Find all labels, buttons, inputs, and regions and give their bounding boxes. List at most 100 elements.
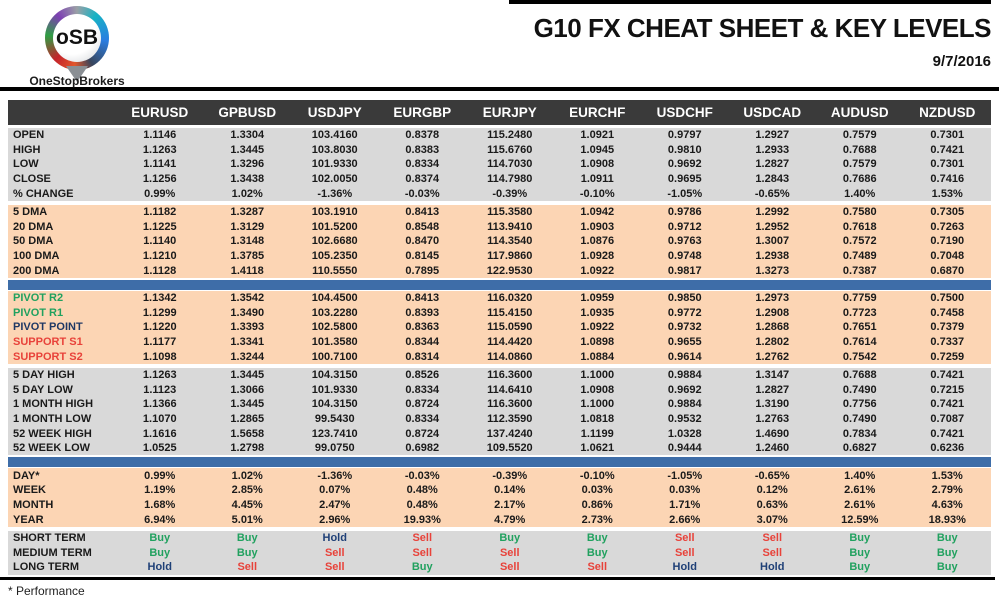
value-cell: 2.61% [844,484,876,497]
value-cell: 0.8378 [405,129,440,142]
value-cell: -0.65% [754,469,790,482]
value-cell: 103.8030 [311,143,358,156]
table-row: SUPPORT S2 1.1098 1.3244 100.7100 0.8314 114.… [8,349,991,364]
value-cell: 0.7421 [930,398,965,411]
table-row: 52 WEEK LOW 1.0525 1.2798 99.0750 0.6982 109.… [8,441,991,456]
value-cell: 1.1140 [143,235,177,248]
section-ranges: 5 DAY HIGH 1.1263 1.3445 104.3150 0.8526 116.… [8,367,991,456]
signal-cell: Sell [412,532,433,545]
value-cell: 0.7489 [842,250,877,263]
value-cell: 1.0928 [580,250,615,263]
value-cell: 117.9860 [487,250,533,263]
value-cell: 1.2843 [755,173,790,186]
value-cell: 1.1225 [142,220,177,233]
value-cell: 0.7190 [930,235,965,248]
value-cell: 1.2798 [230,442,265,455]
value-cell: 1.1000 [580,369,615,382]
table-row: 20 DMA 1.1225 1.3129 101.5200 0.8548 113.9410… [8,220,991,235]
section-performance: DAY* 0.99% 1.02% -1.36% -0.03% -0.39% -0.10% -1… [8,468,991,527]
signal-cell: Buy [149,546,171,559]
value-cell: 2.61% [844,498,876,511]
value-cell: 1.2973 [755,292,790,305]
value-cell: 1.3273 [755,264,790,277]
signal-cell: Sell [762,532,783,545]
value-cell: 1.3147 [755,369,790,382]
value-cell: 114.0860 [487,350,533,363]
signal-cell: Sell [237,561,258,574]
value-cell: 0.9695 [667,173,702,186]
table-row: 5 DMA 1.1182 1.3287 103.1910 0.8413 115.3580 1… [8,205,991,220]
header-gap [8,125,991,128]
value-cell: 0.9763 [667,235,702,248]
value-cell: 104.3150 [311,369,358,382]
value-cell: -1.05% [667,187,703,200]
section-gap [8,526,991,531]
value-cell: 0.7688 [842,369,877,382]
column-header-audusd: AUDUSD [830,105,889,120]
column-header-nzdusd: NZDUSD [919,105,976,120]
value-cell: 2.79% [931,484,963,497]
table-row: 5 DAY LOW 1.1123 1.3066 101.9330 0.8334 114.6… [8,383,991,398]
value-cell: 114.6410 [487,383,533,396]
value-cell: -1.36% [317,469,353,482]
value-cell: 0.9712 [667,220,702,233]
value-cell: 0.8548 [405,220,440,233]
row-label: DAY* [13,469,40,482]
value-cell: 1.2927 [755,129,790,142]
column-header-usdcad: USDCAD [743,105,802,120]
value-cell: 1.2802 [755,336,790,349]
value-cell: 0.9655 [667,336,702,349]
value-cell: 1.3129 [230,220,265,233]
row-label: 5 DAY HIGH [13,369,75,382]
column-header-eurgbp: EURGBP [393,105,452,120]
table-row: WEEK 1.19% 2.85% 0.07% 0.48% 0.14% 0.03% 0.03% 0… [8,483,991,498]
logo-caption: OneStopBrokers [29,74,125,88]
value-cell: 0.8724 [405,398,440,411]
value-cell: 0.9817 [667,264,702,277]
row-label: 5 DMA [13,206,48,219]
value-cell: 0.9692 [667,158,702,171]
signal-cell: Hold [760,561,785,574]
column-header-gpbusd: GPBUSD [218,105,277,120]
value-cell: 1.3148 [230,235,265,248]
value-cell: 0.9786 [667,206,702,219]
page-title: G10 FX CHEAT SHEET & KEY LEVELS [533,13,992,43]
signal-cell: Buy [936,561,958,574]
value-cell: 1.0908 [580,383,615,396]
value-cell: 99.0750 [314,442,355,455]
row-label: 1 MONTH LOW [13,412,92,425]
value-cell: 1.1146 [143,129,177,142]
table-row: LOW 1.1141 1.3296 101.9330 0.8334 114.7030 1.0… [8,157,991,172]
section-dma: 5 DMA 1.1182 1.3287 103.1910 0.8413 115.3580 1… [8,204,991,278]
value-cell: 1.1616 [142,427,177,440]
signal-cell: Buy [499,532,521,545]
value-cell: -0.65% [754,187,790,200]
row-label: CLOSE [13,173,51,186]
signal-cell: Hold [322,532,347,545]
value-cell: 0.7305 [930,206,965,219]
value-cell: 3.07% [756,513,788,526]
value-cell: 1.1177 [143,336,177,349]
value-cell: 1.1342 [142,292,177,305]
value-cell: 0.8344 [405,336,440,349]
value-cell: 1.1299 [142,306,177,319]
signal-cell: Sell [674,546,695,559]
value-cell: 99.5430 [314,412,355,425]
value-cell: 0.63% [756,498,788,511]
table-row: % CHANGE 0.99% 1.02% -1.36% -0.03% -0.39% -0.1… [8,186,991,201]
value-cell: 0.7579 [842,129,877,142]
row-label: PIVOT POINT [13,321,83,334]
row-label: OPEN [13,129,45,142]
value-cell: 114.7030 [487,158,533,171]
table-header-row: EURUSD GPBUSD USDJPY EURGBP EURJPY EURCHF USDC… [8,100,991,125]
column-header-usdchf: USDCHF [656,105,713,120]
row-label: 100 DMA [13,250,60,263]
value-cell: 0.7579 [842,158,877,171]
value-cell: 0.07% [319,484,351,497]
table-row: PIVOT R2 1.1342 1.3542 104.4500 0.8413 116.03… [8,291,991,306]
value-cell: 103.2280 [311,306,358,319]
value-cell: 1.2992 [755,206,790,219]
table-row: MEDIUM TERM Buy Buy Sell Sell Sell Buy Sell Sell… [8,545,991,560]
value-cell: 0.7421 [930,369,965,382]
